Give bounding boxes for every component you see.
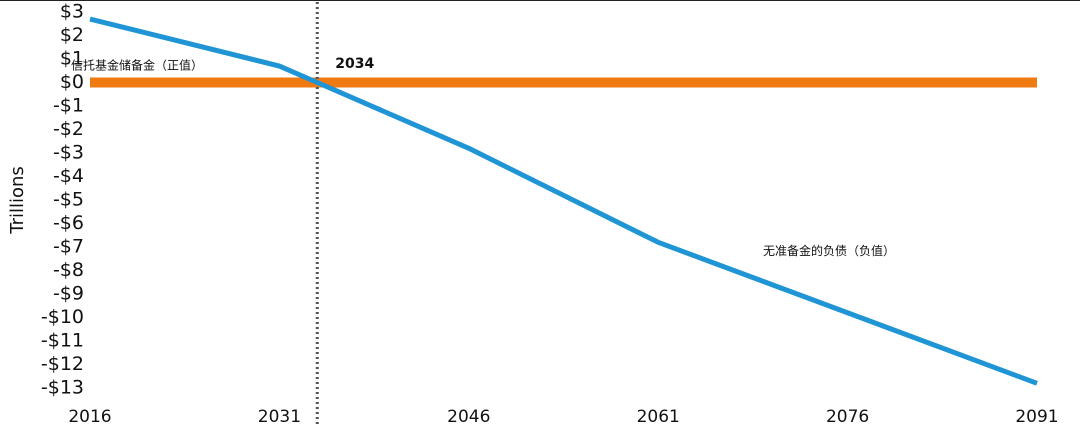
x-tick-label: 2016: [68, 407, 111, 427]
y-tick-label: -$8: [53, 259, 84, 281]
y-tick-label: -$7: [53, 236, 84, 258]
marker-label: 2034: [335, 56, 374, 72]
y-tick-label: -$9: [53, 283, 84, 305]
y-tick-label: $2: [60, 24, 84, 46]
y-tick-label: -$11: [41, 330, 84, 352]
y-tick-label: -$1: [53, 95, 84, 117]
y-tick-label: $1: [60, 48, 84, 70]
y-tick-label: $0: [60, 71, 84, 93]
x-tick-label: 2091: [1015, 407, 1058, 427]
y-tick-label: $3: [60, 1, 84, 23]
y-tick-label: -$13: [41, 377, 84, 399]
y-tick-label: -$3: [53, 142, 84, 164]
y-tick-label: -$2: [53, 118, 84, 140]
y-tick-label: -$10: [41, 306, 84, 328]
annotation: 无准备金的负债（负值）: [763, 243, 895, 258]
y-tick-label: -$6: [53, 212, 84, 234]
y-tick-label: -$5: [53, 189, 84, 211]
x-tick-label: 2031: [258, 407, 301, 427]
x-tick-label: 2046: [447, 407, 490, 427]
y-tick-label: -$12: [41, 353, 84, 375]
line-series: [89, 16, 1038, 386]
annotation: 信托基金储备金（正值）: [71, 58, 203, 73]
y-tick-label: -$4: [53, 165, 84, 187]
x-tick-label: 2061: [637, 407, 680, 427]
y-axis-label: Trillions: [7, 166, 28, 235]
x-tick-label: 2076: [826, 407, 869, 427]
